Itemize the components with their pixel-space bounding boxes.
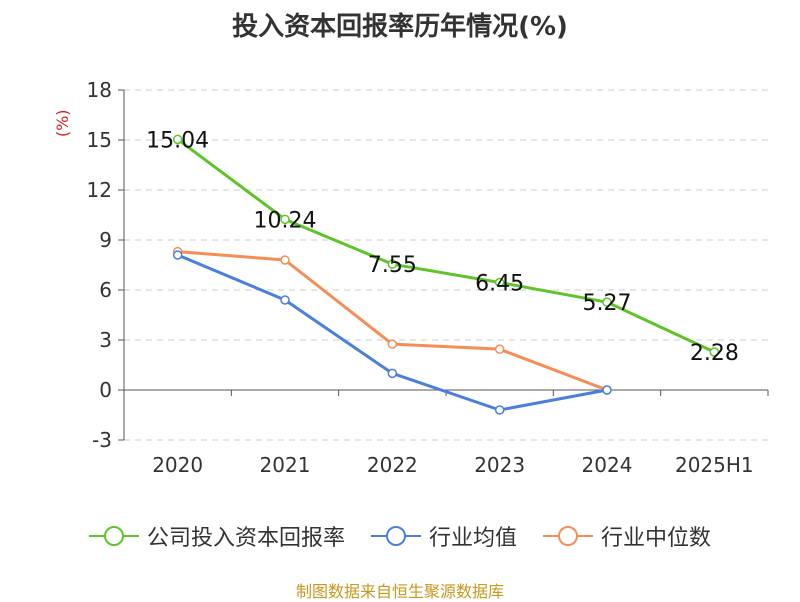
chart-title: 投入资本回报率历年情况(%) xyxy=(232,12,568,42)
data-point xyxy=(387,259,398,269)
data-point xyxy=(280,255,290,265)
data-label: 6.45 xyxy=(475,272,524,297)
legend-label: 行业均值 xyxy=(428,526,517,551)
y-tick-label: 15 xyxy=(87,128,112,152)
legend-line-marker-icon xyxy=(370,526,421,546)
y-tick-label: 12 xyxy=(87,178,112,202)
legend-line-marker-icon xyxy=(88,526,139,546)
data-point xyxy=(280,214,290,225)
x-tick-label: 2022 xyxy=(367,453,418,477)
y-tick-label: -3 xyxy=(92,428,112,452)
legend-item[interactable]: 公司投入资本回报率 xyxy=(88,520,345,552)
legend-item[interactable]: 行业中位数 xyxy=(543,520,711,552)
series-lines xyxy=(172,134,720,415)
series-line-1 xyxy=(177,253,608,412)
legend-item[interactable]: 行业均值 xyxy=(370,520,517,552)
x-tick-label: 2025H1 xyxy=(675,453,754,477)
axes: -3 0 3 6 9 12 15 18 (%) 2020 2021 2022 2023 2024 2025H… xyxy=(53,78,769,477)
y-tick-label: 18 xyxy=(87,78,112,102)
gridlines xyxy=(124,89,768,441)
x-tick-label: 2023 xyxy=(474,453,525,477)
y-tick-label: 0 xyxy=(99,378,112,402)
series-line-0 xyxy=(176,138,715,354)
data-point xyxy=(172,134,183,145)
legend-label: 行业中位数 xyxy=(601,526,712,551)
data-point xyxy=(494,277,505,288)
x-tick-label: 2024 xyxy=(582,453,633,477)
data-point xyxy=(709,347,720,357)
y-tick-label: 9 xyxy=(99,228,112,252)
data-labels: 15.04 10.24 7.55 6.45 5.27 2.28 xyxy=(146,128,739,366)
data-label: 10.24 xyxy=(254,208,317,233)
source-note: 制图数据来自恒生聚源数据库 xyxy=(295,582,504,601)
data-point xyxy=(172,250,183,260)
data-label: 5.27 xyxy=(583,291,632,316)
data-label: 2.28 xyxy=(690,341,739,366)
data-point xyxy=(494,405,505,415)
y-tick-label: 3 xyxy=(99,328,112,352)
data-point xyxy=(602,385,612,395)
data-point xyxy=(602,297,612,307)
x-tick-label: 2021 xyxy=(260,453,311,477)
y-tick-label: 6 xyxy=(99,278,112,302)
legend: 公司投入资本回报率 行业均值 行业中位数 xyxy=(0,518,800,554)
data-point xyxy=(387,339,398,349)
data-label: 7.55 xyxy=(368,253,417,278)
legend-line-marker-icon xyxy=(543,526,593,546)
data-point xyxy=(387,368,398,379)
data-point xyxy=(280,295,290,305)
x-tick-label: 2020 xyxy=(152,453,203,477)
data-label: 15.04 xyxy=(146,128,209,153)
data-point xyxy=(494,344,505,354)
y-axis-label: (%) xyxy=(53,109,72,137)
legend-label: 公司投入资本回报率 xyxy=(146,526,345,551)
